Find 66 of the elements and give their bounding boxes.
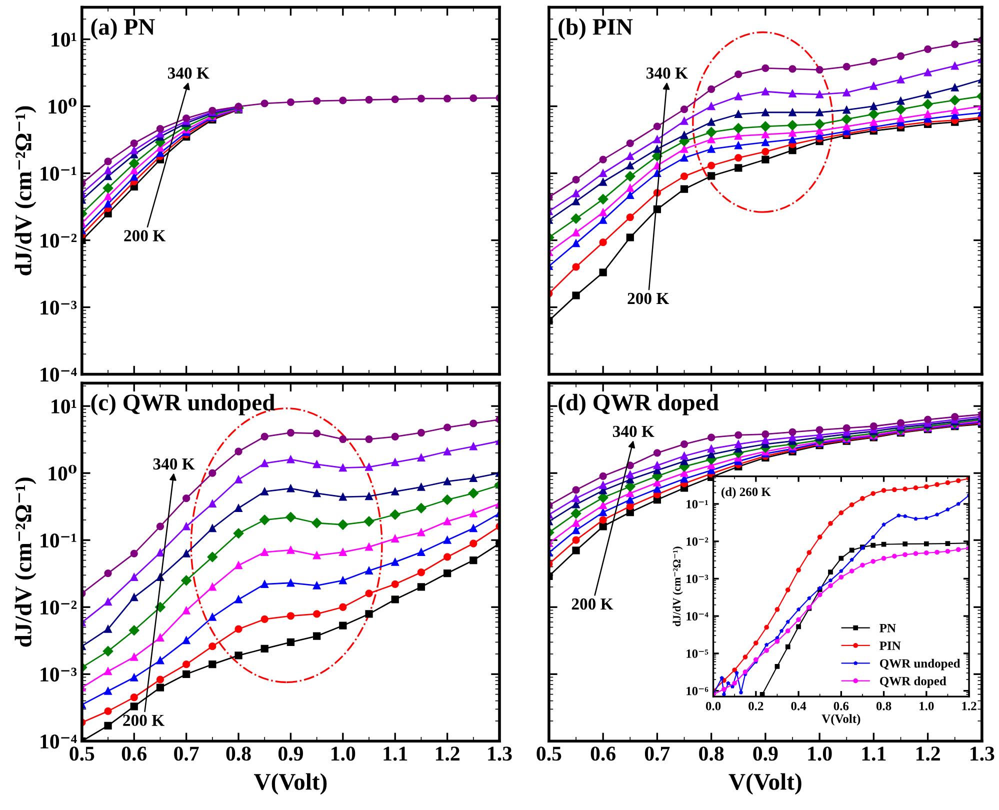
chart-title: (c) QWR undoped xyxy=(91,394,275,416)
y-tick-label: 10⁻³ xyxy=(40,668,77,682)
annotation: 200 K xyxy=(628,292,670,304)
x-tick-label: 0.7 xyxy=(174,746,199,761)
y-tick-label: 10⁻⁵ xyxy=(686,649,708,658)
y-tick-label: 10⁻² xyxy=(40,234,77,248)
x-tick-label: 0.6 xyxy=(590,746,616,761)
y-tick-label: 10⁻⁴ xyxy=(40,368,77,382)
y-tick-label: 10¹ xyxy=(52,32,76,47)
y-axis-title: dJ/dV (cm⁻²Ω⁻¹) xyxy=(672,546,683,626)
legend-label: QWR undoped xyxy=(880,658,960,670)
y-axis-title: dJ/dV (cm⁻²Ω⁻¹) xyxy=(14,106,36,276)
y-axis-title: dJ/dV (cm⁻²Ω⁻¹) xyxy=(14,478,36,647)
y-tick-label: 10¹ xyxy=(52,399,76,414)
y-tick-label: 10⁰ xyxy=(48,98,76,114)
x-axis-title: V(Volt) xyxy=(822,714,860,726)
legend-label: PIN xyxy=(880,642,901,650)
y-tick-label: 10⁻³ xyxy=(40,300,77,315)
annotation: 340 K xyxy=(646,68,688,79)
x-tick-label: 0.9 xyxy=(278,746,303,761)
y-tick-label: 10⁻¹ xyxy=(40,166,76,181)
y-tick-label: 10⁻⁴ xyxy=(40,734,77,749)
x-tick-label: 0.6 xyxy=(122,746,147,761)
y-tick-label: 10⁻² xyxy=(40,600,77,615)
x-tick-label: 0.5 xyxy=(536,746,562,761)
text: (d) 260 K xyxy=(722,487,771,499)
x-tick-label: 1.2 xyxy=(962,702,976,710)
annotation: 200 K xyxy=(123,714,164,726)
chart-title: (d) QWR doped xyxy=(558,394,719,416)
x-tick-label: 0.4 xyxy=(791,702,806,710)
x-tick-label: 1.0 xyxy=(808,746,832,761)
y-tick-label: 10⁻⁴ xyxy=(686,612,708,621)
chart-title: (b) PIN xyxy=(558,18,633,40)
x-tick-label: 0.9 xyxy=(753,746,778,761)
annotation: 340 K xyxy=(153,458,195,470)
x-tick-label: 1.0 xyxy=(920,702,934,710)
annotation: 200 K xyxy=(124,230,166,242)
x-tick-label: 0.0 xyxy=(706,702,721,710)
legend-label: QWR doped xyxy=(880,676,946,688)
annotation: 200 K xyxy=(572,598,614,610)
x-tick-label: 1.3 xyxy=(970,746,994,761)
y-tick-label: 10⁻⁶ xyxy=(686,686,708,696)
x-tick-label: 0.5 xyxy=(70,746,94,761)
y-tick-label: 10⁻² xyxy=(686,537,708,546)
x-tick-label: 0.8 xyxy=(699,746,724,761)
annotation: 340 K xyxy=(612,426,654,438)
x-tick-label: 1.3 xyxy=(488,746,512,761)
x-tick-label: 0.8 xyxy=(226,746,251,761)
x-tick-label: 0.8 xyxy=(876,702,892,710)
y-tick-label: 10⁻³ xyxy=(686,574,708,584)
x-tick-label: 1.0 xyxy=(332,746,356,761)
x-tick-label: 1.2 xyxy=(436,746,460,761)
annotation: 340 K xyxy=(168,68,210,79)
chart-title: (a) PN xyxy=(91,18,155,40)
x-tick-label: 1.2 xyxy=(916,746,940,761)
x-axis-title: V(Volt) xyxy=(254,773,327,795)
x-tick-label: 1.1 xyxy=(384,746,408,761)
x-axis-title: V(Volt) xyxy=(728,773,802,795)
legend-label: PN xyxy=(880,624,896,632)
x-tick-label: 0.6 xyxy=(834,702,849,710)
y-tick-label: 10⁻¹ xyxy=(40,533,76,548)
y-tick-label: 10⁰ xyxy=(48,464,76,481)
y-tick-label: 10⁻¹ xyxy=(686,500,708,508)
x-tick-label: 0.7 xyxy=(644,746,670,761)
x-tick-label: 1.1 xyxy=(862,746,886,761)
x-tick-label: 0.2 xyxy=(748,702,764,710)
